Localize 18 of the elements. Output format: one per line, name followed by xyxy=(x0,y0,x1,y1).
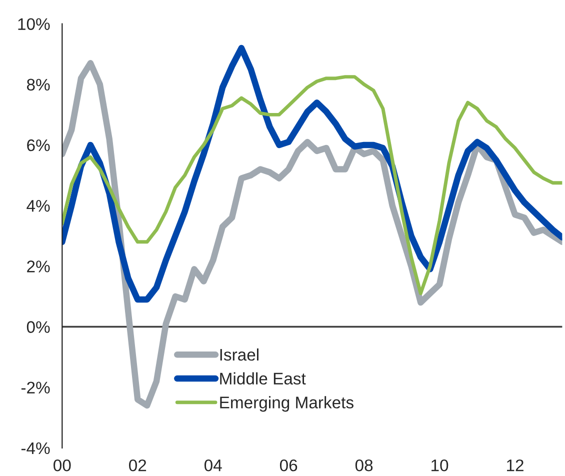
y-tick-label: 8% xyxy=(26,78,50,91)
x-tick-label: 08 xyxy=(355,459,373,472)
x-tick-label: 00 xyxy=(54,459,71,472)
legend-label: Israel xyxy=(220,348,258,361)
x-tick-label: 04 xyxy=(204,459,222,472)
y-tick-label: 0% xyxy=(26,321,50,333)
y-tick-label: 2% xyxy=(27,260,50,272)
x-tick-label: 06 xyxy=(280,459,298,472)
y-tick-label: -2% xyxy=(21,382,50,394)
legend-label: Middle East xyxy=(220,372,306,385)
x-tick-label: 10 xyxy=(432,459,448,472)
x-tick-label: 12 xyxy=(507,459,524,472)
y-tick-label: 10% xyxy=(18,18,50,30)
y-tick-label: 6% xyxy=(27,139,50,152)
y-tick-label: -4% xyxy=(21,442,50,454)
y-tick-label: 4% xyxy=(26,200,50,212)
legend-label: Emerging Markets xyxy=(220,396,354,412)
x-tick-label: 02 xyxy=(129,459,146,472)
